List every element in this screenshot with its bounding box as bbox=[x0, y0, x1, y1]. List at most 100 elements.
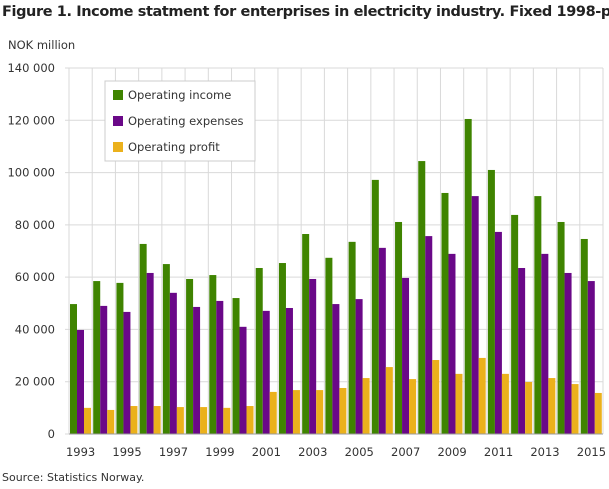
y-tick-label: 40 000 bbox=[15, 322, 55, 336]
bar-operating-income-2006 bbox=[371, 179, 379, 434]
x-tick-label: 2013 bbox=[530, 445, 559, 459]
bar-operating-expenses-2007 bbox=[402, 277, 410, 434]
bar-operating-expenses-2013 bbox=[541, 253, 549, 434]
bar-operating-expenses-1996 bbox=[146, 272, 154, 434]
bar-operating-income-1995 bbox=[116, 282, 124, 434]
x-tick-label: 2001 bbox=[252, 445, 281, 459]
bar-operating-expenses-2006 bbox=[378, 247, 386, 434]
bar-operating-income-1999 bbox=[209, 275, 217, 434]
legend-swatch bbox=[113, 142, 123, 152]
bar-operating-income-2001 bbox=[255, 267, 263, 434]
bar-operating-income-1997 bbox=[162, 264, 170, 434]
y-tick-label: 60 000 bbox=[15, 270, 55, 284]
bar-operating-profit-2006 bbox=[385, 367, 393, 434]
bar-operating-expenses-2002 bbox=[285, 307, 293, 434]
bar-operating-profit-2002 bbox=[292, 390, 300, 434]
bar-operating-profit-1997 bbox=[176, 407, 184, 434]
bar-operating-expenses-2011 bbox=[494, 231, 502, 434]
bar-operating-income-2009 bbox=[441, 192, 449, 434]
legend-box bbox=[104, 80, 256, 162]
x-tick-label: 1993 bbox=[66, 445, 95, 459]
bar-operating-profit-2000 bbox=[246, 406, 254, 434]
legend-swatch bbox=[113, 116, 123, 126]
bar-operating-expenses-2010 bbox=[471, 196, 479, 434]
bar-operating-income-2004 bbox=[325, 257, 333, 434]
bar-operating-expenses-1997 bbox=[169, 292, 177, 434]
bar-operating-expenses-2005 bbox=[355, 299, 363, 434]
bar-operating-expenses-1998 bbox=[193, 306, 201, 434]
bar-operating-expenses-1994 bbox=[100, 305, 108, 434]
legend-label: Operating income bbox=[128, 88, 231, 102]
y-tick-label: 20 000 bbox=[15, 375, 55, 389]
chart-title: Figure 1. Income statment for enterprise… bbox=[2, 4, 609, 20]
bar-operating-income-2014 bbox=[557, 221, 565, 434]
bar-operating-profit-2009 bbox=[455, 373, 463, 434]
x-tick-label: 2015 bbox=[577, 445, 606, 459]
bar-operating-expenses-2009 bbox=[448, 253, 456, 434]
bar-operating-expenses-2000 bbox=[239, 326, 247, 434]
y-tick-label: 80 000 bbox=[15, 218, 55, 232]
y-axis-label: NOK million bbox=[8, 38, 76, 52]
legend-label: Operating expenses bbox=[128, 114, 244, 128]
bar-operating-income-2002 bbox=[278, 263, 286, 434]
bar-operating-expenses-2004 bbox=[332, 304, 340, 434]
bar-operating-expenses-2015 bbox=[587, 281, 595, 434]
bar-operating-profit-2003 bbox=[316, 390, 324, 434]
bar-operating-profit-1998 bbox=[200, 407, 208, 434]
y-tick-label: 100 000 bbox=[7, 166, 55, 180]
bar-operating-profit-2010 bbox=[478, 357, 486, 434]
bar-operating-profit-2014 bbox=[571, 384, 579, 434]
bar-operating-expenses-1993 bbox=[77, 329, 84, 434]
x-tick-label: 2003 bbox=[298, 445, 327, 459]
bar-operating-profit-2011 bbox=[501, 373, 509, 434]
bar-operating-income-2013 bbox=[534, 196, 542, 434]
bar-operating-income-2005 bbox=[348, 241, 356, 434]
x-tick-label: 1995 bbox=[112, 445, 141, 459]
bar-operating-profit-2008 bbox=[432, 360, 440, 434]
bar-operating-profit-1993 bbox=[84, 407, 91, 434]
x-tick-label: 2011 bbox=[484, 445, 513, 459]
bar-operating-profit-2013 bbox=[548, 378, 556, 434]
y-tick-label: 120 000 bbox=[7, 113, 55, 127]
bar-operating-income-1998 bbox=[186, 278, 194, 434]
bar-operating-expenses-2014 bbox=[564, 272, 572, 434]
bar-operating-profit-2005 bbox=[362, 378, 370, 434]
bar-operating-profit-2007 bbox=[409, 379, 417, 434]
bar-operating-expenses-2001 bbox=[262, 310, 270, 434]
y-tick-label: 140 000 bbox=[7, 61, 55, 75]
bar-operating-income-1994 bbox=[93, 281, 101, 434]
x-tick-label: 2005 bbox=[345, 445, 374, 459]
bar-operating-income-2010 bbox=[464, 118, 472, 434]
bar-operating-income-2011 bbox=[487, 169, 495, 434]
bar-operating-expenses-1995 bbox=[123, 311, 131, 434]
bar-operating-profit-2001 bbox=[269, 391, 277, 434]
legend-label: Operating profit bbox=[128, 140, 220, 154]
y-tick-label: 0 bbox=[48, 427, 55, 441]
bar-operating-income-2007 bbox=[395, 221, 403, 434]
bar-operating-income-2015 bbox=[580, 238, 588, 434]
bar-operating-expenses-2012 bbox=[518, 267, 526, 434]
bar-operating-profit-1994 bbox=[107, 409, 115, 434]
bar-operating-expenses-2008 bbox=[425, 236, 433, 434]
bar-operating-profit-1999 bbox=[223, 407, 231, 434]
bar-operating-profit-2012 bbox=[525, 381, 533, 434]
bar-operating-expenses-1999 bbox=[216, 300, 224, 434]
bar-operating-profit-2004 bbox=[339, 387, 347, 434]
bar-operating-expenses-2003 bbox=[309, 278, 317, 434]
bar-operating-income-2003 bbox=[302, 234, 310, 434]
bar-operating-profit-1996 bbox=[153, 406, 161, 434]
bar-operating-income-2008 bbox=[418, 161, 426, 434]
bar-operating-income-1996 bbox=[139, 243, 147, 434]
bar-operating-profit-1995 bbox=[130, 406, 138, 434]
bar-operating-income-2012 bbox=[511, 214, 519, 434]
bar-operating-profit-2015 bbox=[594, 392, 602, 434]
bar-operating-income-2000 bbox=[232, 298, 240, 434]
x-tick-label: 1999 bbox=[205, 445, 234, 459]
bar-operating-income-1993 bbox=[70, 304, 77, 434]
x-tick-label: 1997 bbox=[159, 445, 188, 459]
x-tick-label: 2007 bbox=[391, 445, 420, 459]
legend-swatch bbox=[113, 90, 123, 100]
x-tick-label: 2009 bbox=[437, 445, 466, 459]
